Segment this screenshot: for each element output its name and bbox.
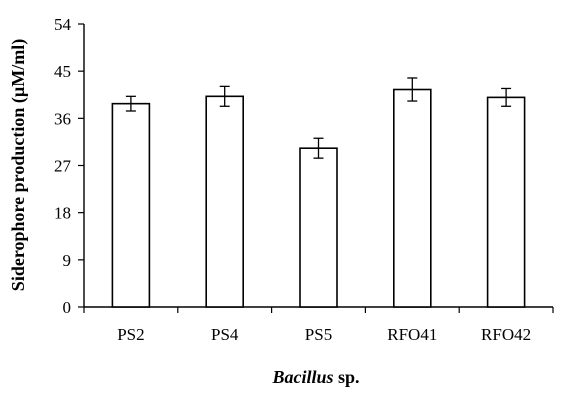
error-bar-ps5 bbox=[313, 137, 324, 159]
bar-rfo41 bbox=[392, 88, 432, 308]
error-bar-ps4 bbox=[219, 85, 230, 107]
x-axis-title-suffix: sp. bbox=[334, 367, 360, 387]
y-tick-label: 54 bbox=[54, 15, 72, 34]
y-tick-label: 0 bbox=[63, 298, 72, 317]
x-axis-title: Bacillus sp. bbox=[271, 367, 359, 387]
bar-ps5 bbox=[299, 147, 338, 308]
x-category-label-rfo42: RFO42 bbox=[481, 325, 531, 344]
y-tick-label: 9 bbox=[63, 251, 72, 270]
bar-ps2 bbox=[111, 102, 151, 308]
error-bar-rfo41 bbox=[407, 77, 418, 102]
bars bbox=[111, 88, 526, 308]
y-tick-labels: 0 9 18 27 36 45 54 bbox=[54, 15, 72, 317]
error-bar-rfo42 bbox=[501, 87, 512, 107]
x-category-label-ps2: PS2 bbox=[117, 325, 144, 344]
x-category-label-ps5: PS5 bbox=[305, 325, 332, 344]
y-tick-label: 27 bbox=[54, 157, 72, 176]
axes bbox=[78, 23, 554, 313]
error-bar-ps2 bbox=[125, 95, 136, 112]
x-axis-title-genus: Bacillus bbox=[271, 367, 333, 387]
bar-ps4 bbox=[205, 95, 244, 308]
bar-rfo42 bbox=[486, 96, 526, 308]
y-tick-label: 18 bbox=[54, 204, 71, 223]
y-tick-label: 36 bbox=[54, 109, 71, 128]
y-axis-title: Siderophore production (µM/ml) bbox=[8, 39, 29, 291]
x-category-labels: PS2 PS4 PS5 RFO41 RFO42 bbox=[117, 325, 531, 344]
x-category-label-ps4: PS4 bbox=[211, 325, 239, 344]
error-bars bbox=[125, 77, 512, 159]
x-category-label-rfo41: RFO41 bbox=[387, 325, 437, 344]
y-tick-label: 45 bbox=[54, 62, 71, 81]
